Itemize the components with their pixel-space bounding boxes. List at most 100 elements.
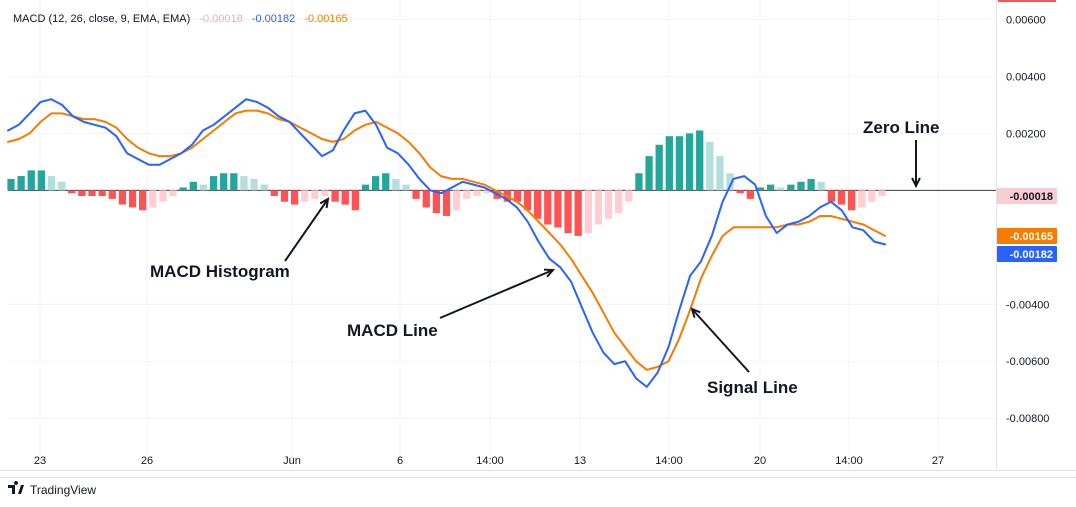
x-tick-label: 20 xyxy=(754,455,766,467)
signal-line xyxy=(7,109,886,371)
histogram-bar xyxy=(787,184,795,191)
histogram-bar xyxy=(57,181,66,191)
y-tick-label: 0.00200 xyxy=(1006,128,1046,140)
histogram-bar xyxy=(604,190,613,219)
tradingview-brand-text: TradingView xyxy=(30,483,96,497)
histogram-bar xyxy=(402,184,410,191)
histogram-bar xyxy=(311,190,319,199)
x-tick-label: 27 xyxy=(932,455,944,467)
histogram-bar xyxy=(452,190,461,211)
histogram-bar xyxy=(199,184,208,191)
y-tick-label: -0.00400 xyxy=(1006,299,1049,311)
histogram-bar xyxy=(68,190,76,194)
tradingview-logo[interactable]: TradingView xyxy=(8,481,96,497)
histogram-bar xyxy=(807,178,815,191)
histogram-bar xyxy=(260,184,268,191)
histogram-bar xyxy=(534,190,542,219)
histogram-bar xyxy=(270,190,278,197)
histogram-bar xyxy=(878,190,886,197)
line-series xyxy=(7,98,886,388)
histogram-bar xyxy=(301,190,309,202)
histogram-bar xyxy=(331,190,339,202)
histogram-bar xyxy=(777,187,785,191)
macd-line xyxy=(7,98,886,388)
histogram-bar xyxy=(736,190,744,194)
price-badge-label: -0.00165 xyxy=(1010,231,1053,243)
histogram-bar xyxy=(118,190,127,205)
histogram-bar xyxy=(463,190,471,199)
histogram-bar xyxy=(696,130,704,191)
price-badge xyxy=(997,246,1057,262)
histogram-bar xyxy=(412,190,420,199)
histogram-bar xyxy=(361,184,370,191)
histogram-bar xyxy=(797,181,805,191)
x-tick-label: 14:00 xyxy=(835,455,863,467)
histogram-bar xyxy=(422,190,430,208)
y-tick-label: 0.00400 xyxy=(1006,71,1046,83)
histogram-bar xyxy=(27,170,35,191)
annotation-arrowhead xyxy=(543,268,556,278)
histogram-bar xyxy=(98,190,106,197)
histogram-bar xyxy=(564,190,572,234)
price-badges: -0.00018 -0.00165 -0.00182 xyxy=(997,188,1057,262)
x-tick-label: Jun xyxy=(283,455,301,467)
histogram-bar xyxy=(179,187,187,191)
tradingview-logo-icon xyxy=(8,481,24,494)
histogram-bar xyxy=(189,181,197,191)
x-tick-label: 26 xyxy=(141,455,153,467)
x-tick-label: 14:00 xyxy=(655,455,683,467)
indicator-legend[interactable]: MACD (12, 26, close, 9, EMA, EMA) -0.000… xyxy=(13,13,348,25)
grid xyxy=(8,0,996,470)
histogram-bar xyxy=(230,173,238,191)
annotations: Zero Line MACD Histogram MACD Line Signal L… xyxy=(150,118,940,397)
histogram-bar xyxy=(858,190,866,208)
annotation-label: Zero Line xyxy=(863,118,940,137)
histogram-bar xyxy=(442,190,451,216)
price-badge-label: -0.00018 xyxy=(1010,191,1053,203)
legend-macd-value: -0.00182 xyxy=(252,13,295,25)
histogram-bar xyxy=(139,190,147,211)
histogram-bar xyxy=(726,173,734,191)
histogram-bar xyxy=(756,187,765,191)
histogram-bar xyxy=(746,190,754,199)
x-tick-label: 23 xyxy=(34,455,46,467)
y-tick-label: -0.00800 xyxy=(1006,413,1049,425)
histogram-bar xyxy=(655,144,663,191)
histogram-bar xyxy=(554,190,562,228)
histogram-bar xyxy=(432,190,441,214)
histogram-bar xyxy=(645,156,653,191)
annotation-arrowhead xyxy=(690,307,701,318)
histogram-bar xyxy=(473,190,481,197)
x-tick-label: 14:00 xyxy=(476,455,504,467)
x-tick-label: 6 xyxy=(397,455,403,467)
histogram-bar xyxy=(716,156,724,191)
annotation-arrow xyxy=(284,198,329,262)
histogram-bar xyxy=(47,176,56,191)
histogram-bar xyxy=(108,190,116,199)
axes: 0.00600 0.00400 0.00200 -0.00400 -0.00600 -0.… xyxy=(0,0,1076,478)
histogram-bar xyxy=(625,190,633,202)
price-badge xyxy=(997,228,1057,244)
histogram-bar xyxy=(290,190,299,205)
annotation-label: MACD Histogram xyxy=(150,262,290,281)
histogram-bar xyxy=(240,176,248,191)
histogram-bar xyxy=(837,190,846,205)
histogram-bar xyxy=(382,173,390,191)
histogram-bar xyxy=(544,190,552,225)
price-badge xyxy=(997,188,1057,204)
histogram-bar xyxy=(817,181,825,191)
histogram-bar xyxy=(847,190,856,211)
annotation-label: Signal Line xyxy=(707,378,798,397)
histogram-bar xyxy=(37,170,46,191)
y-tick-label: 0.00600 xyxy=(1006,14,1046,26)
histogram-bar xyxy=(665,136,673,191)
annotation-label: MACD Line xyxy=(347,321,438,340)
y-tick-label: -0.00600 xyxy=(1006,356,1049,368)
histogram-bar xyxy=(321,190,329,197)
histogram-bar xyxy=(128,190,137,208)
histogram-bar xyxy=(706,141,714,191)
top-price-marker xyxy=(998,0,1056,2)
histogram-bar xyxy=(513,190,522,202)
